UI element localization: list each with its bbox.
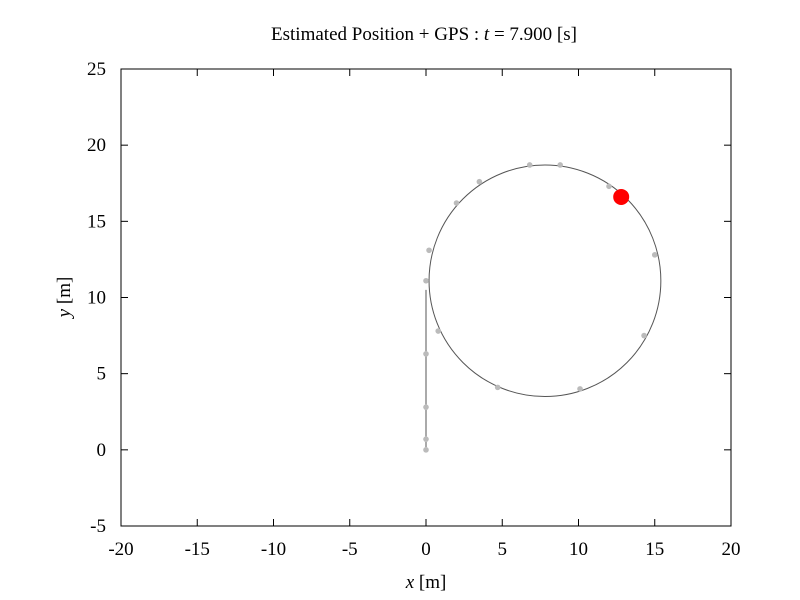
y-tick-label: 10 bbox=[87, 288, 106, 309]
gps-point bbox=[423, 277, 429, 284]
gps-point bbox=[494, 384, 501, 391]
y-tick-label: 0 bbox=[97, 440, 107, 461]
y-tick-label: -5 bbox=[90, 516, 106, 537]
x-tick-label: -5 bbox=[342, 539, 358, 560]
gps-point bbox=[641, 332, 647, 339]
y-axis-label-unit: [m] bbox=[54, 277, 75, 309]
gps-point bbox=[606, 183, 612, 190]
y-tick-label: 5 bbox=[97, 364, 107, 385]
series-layer bbox=[423, 162, 662, 453]
x-axis-label-variable: x bbox=[405, 572, 415, 593]
chart-title-suffix: = 7.900 [s] bbox=[489, 24, 577, 45]
y-axis: -5 0 5 10 15 20 25 bbox=[87, 59, 731, 537]
x-axis-label-unit: [m] bbox=[414, 572, 446, 593]
gps-point bbox=[577, 386, 583, 392]
x-tick-label: -15 bbox=[185, 539, 210, 560]
y-tick-label: 20 bbox=[87, 135, 106, 156]
x-tick-label: 15 bbox=[645, 539, 664, 560]
y-axis-label: y [m] bbox=[54, 277, 75, 320]
x-tick-label: -10 bbox=[261, 539, 286, 560]
gps-point bbox=[557, 162, 563, 168]
gps-point bbox=[423, 447, 429, 453]
x-tick-label: 0 bbox=[421, 539, 431, 560]
x-axis-label: x [m] bbox=[405, 572, 447, 593]
x-tick-label: 10 bbox=[569, 539, 588, 560]
y-tick-label: 15 bbox=[87, 211, 106, 232]
gps-point bbox=[651, 252, 658, 258]
x-tick-label: 5 bbox=[498, 539, 508, 560]
gps-point bbox=[526, 162, 533, 168]
chart-title-variable: t bbox=[484, 24, 490, 45]
x-tick-label: 20 bbox=[722, 539, 741, 560]
gps-point bbox=[423, 404, 429, 410]
y-axis-label-variable: y bbox=[54, 308, 75, 319]
chart-title: Estimated Position + GPS : t = 7.900 [s] bbox=[271, 24, 577, 45]
chart-title-prefix: Estimated Position + GPS : bbox=[271, 24, 484, 45]
estimated-trajectory-circle bbox=[428, 164, 662, 398]
y-tick-label: 25 bbox=[87, 59, 106, 80]
current-position-marker bbox=[613, 188, 630, 205]
gps-point bbox=[423, 351, 429, 357]
gps-point bbox=[476, 178, 483, 185]
x-tick-label: -20 bbox=[108, 539, 133, 560]
x-axis: -20 -15 -10 -5 0 5 10 15 20 bbox=[108, 69, 741, 560]
gps-point bbox=[435, 328, 442, 334]
gps-point bbox=[453, 200, 460, 206]
gps-point bbox=[426, 247, 432, 254]
gps-point bbox=[423, 436, 429, 442]
